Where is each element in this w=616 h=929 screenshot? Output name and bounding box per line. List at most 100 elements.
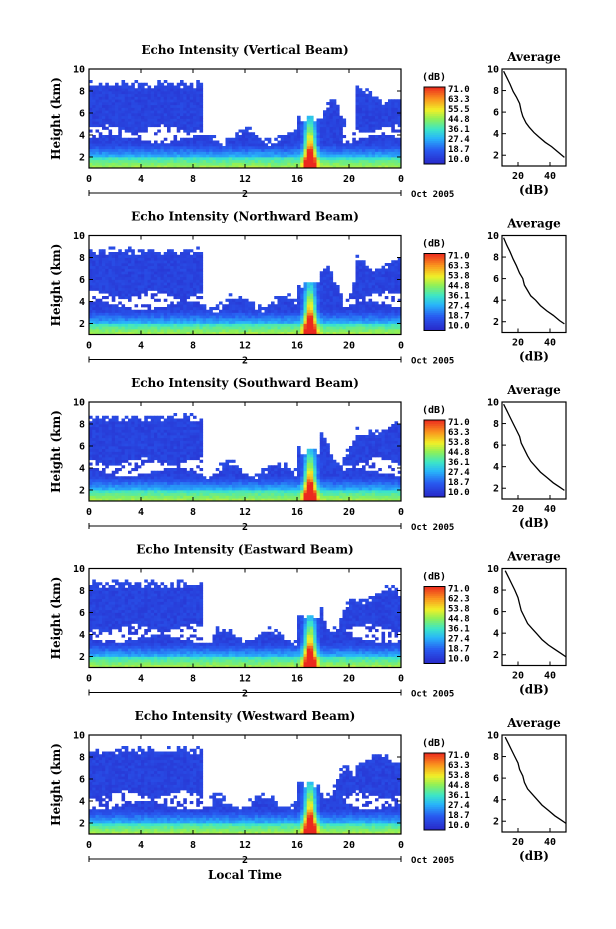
heatmap-cell [381,118,386,122]
colorbar-segment [424,322,445,326]
heatmap-cell [183,124,187,128]
heatmap-cell [163,437,168,441]
heatmap-cell [137,85,142,89]
heatmap-cell [154,113,158,117]
heatmap-cell [371,115,376,119]
heatmap-cell [134,331,139,335]
heatmap-cell [134,115,139,119]
heatmap-cell [313,154,317,158]
heatmap-cell [326,268,330,272]
heatmap-cell [141,426,145,430]
heatmap-cell [219,318,223,322]
heatmap-cell [271,151,275,155]
heatmap-cell [141,443,145,447]
heatmap-cell [189,110,194,114]
heatmap-cell [167,82,171,86]
heatmap-cell [141,285,145,289]
heatmap-cell [297,318,301,322]
heatmap-cell [98,252,103,256]
heatmap-cell [180,492,184,496]
colorbar-segment [424,88,445,92]
heatmap-cell [384,135,389,139]
heatmap-cell [391,124,395,128]
heatmap-cell [160,487,165,491]
heatmap-cell [397,323,402,327]
heatmap-cell [293,135,298,139]
heatmap-cell [167,113,171,117]
heatmap-cell [128,285,132,289]
heatmap-cell [241,307,246,311]
heatmap-cell [358,93,363,97]
heatmap-cell [323,146,327,150]
heatmap-cell [134,110,139,114]
heatmap-cell [89,479,93,483]
heatmap-cell [316,318,321,322]
heatmap-cell [95,473,100,477]
heatmap-cell [323,323,327,327]
heatmap-cell [193,323,197,327]
heatmap-cell [306,320,311,324]
heatmap-cell [267,137,272,141]
heatmap-cell [176,263,181,267]
heatmap-cell [368,113,373,117]
heatmap-cell [342,151,347,155]
heatmap-cell [154,165,158,169]
heatmap-cell [381,318,386,322]
heatmap-cell [329,329,334,333]
heatmap-cell [336,126,340,130]
heatmap-cell [180,326,184,330]
heatmap-cell [128,448,132,452]
heatmap-cell [326,154,330,158]
heatmap-cell [189,263,194,267]
heatmap-cell [261,326,265,330]
heatmap-cell [183,263,187,267]
heatmap-cell [163,315,168,319]
heatmap-cell [134,146,139,150]
heatmap-cell [154,148,158,152]
heatmap-cell [261,146,265,150]
heatmap-cell [102,454,106,458]
heatmap-cell [115,254,119,258]
heatmap-cell [329,298,334,302]
heatmap-cell [189,293,194,297]
heatmap-cell [154,118,158,122]
heatmap-cell [147,492,152,496]
heatmap-cell [92,159,96,163]
heatmap-cell [128,151,132,155]
heatmap-cell [310,140,314,144]
heatmap-cell [124,265,129,269]
heatmap-cell [368,276,373,280]
heatmap-cell [128,298,132,302]
heatmap-cell [154,260,158,264]
heatmap-cell [297,315,301,319]
heatmap-cell [362,320,366,324]
heatmap-cell [144,282,148,286]
heatmap-cell [160,492,165,496]
heatmap-cell [180,312,184,316]
heatmap-cell [163,470,168,474]
heatmap-cell [134,124,139,128]
heatmap-cell [232,326,236,330]
heatmap-cell [371,118,376,122]
heatmap-cell [102,318,106,322]
heatmap-cell [355,331,360,335]
heatmap-cell [108,282,113,286]
heatmap-cell [329,162,334,166]
heatmap-cell [183,282,187,286]
heatmap-cell [329,107,334,111]
heatmap-cell [173,254,178,258]
heatmap-cell [121,465,126,469]
heatmap-cell [310,309,314,313]
heatmap-cell [349,151,353,155]
heatmap-cell [238,312,243,316]
heatmap-cell [365,331,369,335]
heatmap-cell [173,320,178,324]
heatmap-cell [394,162,399,166]
heatmap-cell [170,151,174,155]
heatmap-cell [375,290,379,294]
profile-y-tick-label: 2 [493,151,499,162]
heatmap-cell [183,487,187,491]
colorbar-segment [424,313,445,316]
heatmap-cell [118,492,122,496]
heatmap-cell [355,271,360,275]
